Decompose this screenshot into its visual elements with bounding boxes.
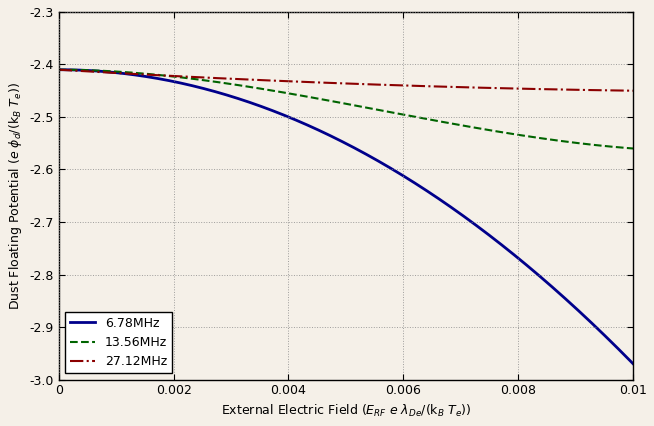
X-axis label: External Electric Field ($E_{RF}$ $e$ $\lambda_{De}$/(k$_B$ $T_e$)): External Electric Field ($E_{RF}$ $e$ $\… bbox=[220, 403, 472, 419]
6.78MHz bbox=[308, 124, 316, 130]
6.78MHz bbox=[503, 246, 511, 251]
27.12MHz bbox=[308, 80, 316, 85]
6.78MHz bbox=[629, 361, 637, 366]
13.56MHz bbox=[113, 69, 121, 74]
Y-axis label: Dust Floating Potential ($e$ $\phi_d$/(k$_B$ $T_e$)): Dust Floating Potential ($e$ $\phi_d$/(k… bbox=[7, 82, 24, 310]
Line: 13.56MHz: 13.56MHz bbox=[59, 70, 633, 149]
27.12MHz bbox=[287, 79, 295, 84]
6.78MHz bbox=[449, 206, 457, 211]
13.56MHz bbox=[449, 121, 457, 127]
6.78MHz bbox=[513, 255, 521, 260]
13.56MHz bbox=[629, 146, 637, 151]
13.56MHz bbox=[55, 67, 63, 72]
13.56MHz bbox=[513, 132, 521, 137]
27.12MHz bbox=[503, 86, 511, 91]
Line: 6.78MHz: 6.78MHz bbox=[59, 70, 633, 364]
Legend: 6.78MHz, 13.56MHz, 27.12MHz: 6.78MHz, 13.56MHz, 27.12MHz bbox=[65, 312, 172, 373]
27.12MHz bbox=[55, 67, 63, 72]
6.78MHz bbox=[113, 70, 121, 75]
13.56MHz bbox=[503, 130, 511, 135]
27.12MHz bbox=[113, 70, 121, 75]
13.56MHz bbox=[308, 95, 316, 100]
6.78MHz bbox=[287, 115, 295, 121]
Line: 27.12MHz: 27.12MHz bbox=[59, 70, 633, 91]
27.12MHz bbox=[513, 86, 521, 91]
6.78MHz bbox=[55, 67, 63, 72]
27.12MHz bbox=[449, 84, 457, 89]
13.56MHz bbox=[287, 91, 295, 96]
27.12MHz bbox=[629, 88, 637, 93]
